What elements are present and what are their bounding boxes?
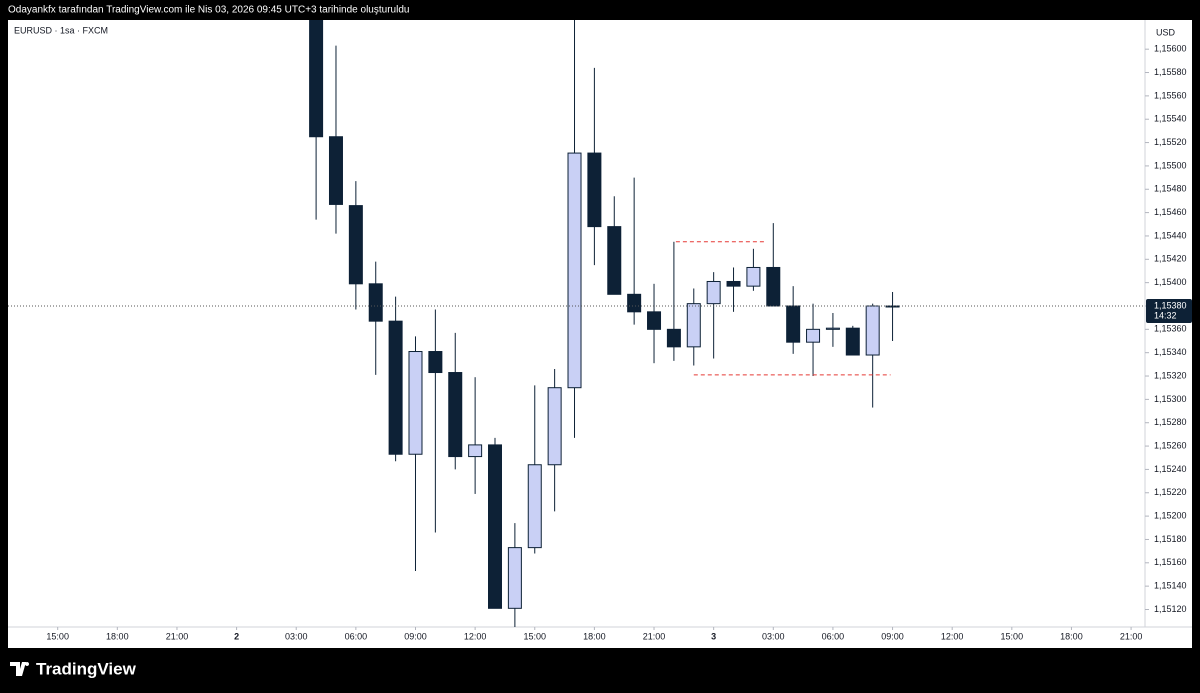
countdown: 14:32 bbox=[1154, 310, 1177, 320]
candle-body bbox=[766, 266, 781, 307]
last-price-box bbox=[1146, 298, 1192, 323]
x-tick-label: 21:00 bbox=[643, 631, 666, 641]
candle-body bbox=[527, 464, 542, 549]
y-tick-label: 1,15560 bbox=[1154, 90, 1187, 100]
candle-body bbox=[865, 305, 880, 356]
candle-body bbox=[726, 280, 741, 287]
x-tick-label: 06:00 bbox=[822, 631, 845, 641]
x-tick-label: 12:00 bbox=[464, 631, 487, 641]
last-price-label: 1,15380 bbox=[1154, 300, 1187, 310]
y-tick-label: 1,15340 bbox=[1154, 347, 1187, 357]
candle-body bbox=[845, 327, 860, 356]
y-tick-label: 1,15160 bbox=[1154, 557, 1187, 567]
x-tick-label: 15:00 bbox=[1001, 631, 1024, 641]
y-tick-label: 1,15320 bbox=[1154, 370, 1187, 380]
y-tick-label: 1,15520 bbox=[1154, 137, 1187, 147]
x-tick-label: 18:00 bbox=[583, 631, 606, 641]
currency: USD bbox=[1156, 27, 1176, 37]
candle-body bbox=[647, 311, 662, 330]
x-tick-label: 12:00 bbox=[941, 631, 964, 641]
y-tick-label: 1,15280 bbox=[1154, 417, 1187, 427]
candle-body bbox=[786, 305, 801, 343]
candle-body bbox=[666, 328, 681, 348]
candle-body bbox=[587, 152, 602, 228]
candle-body bbox=[686, 303, 701, 348]
y-tick-label: 1,15260 bbox=[1154, 440, 1187, 450]
candle-body bbox=[388, 320, 403, 455]
x-tick-label: 21:00 bbox=[1120, 631, 1143, 641]
logo-mark bbox=[10, 662, 30, 676]
y-tick-label: 1,15360 bbox=[1154, 324, 1187, 334]
candle-body bbox=[806, 328, 821, 343]
candle-body bbox=[328, 136, 343, 205]
y-tick-label: 1,15220 bbox=[1154, 487, 1187, 497]
y-tick-label: 1,15120 bbox=[1154, 604, 1187, 614]
x-tick-label: 3 bbox=[711, 631, 716, 641]
x-tick-label: 21:00 bbox=[166, 631, 189, 641]
candle-body bbox=[825, 327, 840, 330]
candle-body bbox=[627, 293, 642, 313]
candle-body bbox=[607, 226, 622, 295]
candle-body bbox=[428, 351, 443, 374]
y-tick-label: 1,15580 bbox=[1154, 67, 1187, 77]
y-tick-label: 1,15600 bbox=[1154, 44, 1187, 54]
candle-body bbox=[348, 205, 363, 285]
y-tick-label: 1,15200 bbox=[1154, 510, 1187, 520]
x-tick-label: 03:00 bbox=[285, 631, 308, 641]
x-tick-label: 18:00 bbox=[1060, 631, 1083, 641]
candle-body bbox=[488, 444, 503, 609]
y-tick-label: 1,15420 bbox=[1154, 254, 1187, 264]
x-tick-label: 15:00 bbox=[46, 631, 69, 641]
plot bbox=[309, 20, 900, 627]
y-tick-label: 1,15480 bbox=[1154, 184, 1187, 194]
candle-body bbox=[706, 280, 721, 305]
y-tick-label: 1,15240 bbox=[1154, 464, 1187, 474]
x-tick-label: 15:00 bbox=[523, 631, 546, 641]
y-tick-label: 1,15300 bbox=[1154, 394, 1187, 404]
candle-body bbox=[507, 547, 522, 609]
candle-body bbox=[468, 444, 483, 458]
y-tick-label: 1,15180 bbox=[1154, 534, 1187, 544]
symbol-title: EURUSD · 1sa · FXCM bbox=[14, 25, 108, 35]
y-tick-label: 1,15540 bbox=[1154, 114, 1187, 124]
candle-body bbox=[309, 20, 324, 138]
candle-body bbox=[448, 372, 463, 458]
candle-body bbox=[547, 387, 562, 466]
x-tick-label: 09:00 bbox=[881, 631, 904, 641]
x-tick-label: 06:00 bbox=[345, 631, 368, 641]
y-tick-label: 1,15140 bbox=[1154, 581, 1187, 591]
chart-panel bbox=[8, 20, 1192, 648]
x-tick-label: 03:00 bbox=[762, 631, 785, 641]
x-tick-label: 2 bbox=[234, 631, 239, 641]
x-tick-label: 09:00 bbox=[404, 631, 427, 641]
y-tick-label: 1,15400 bbox=[1154, 277, 1187, 287]
candle-body bbox=[368, 283, 383, 322]
candle-body bbox=[746, 266, 761, 287]
candle-body bbox=[567, 152, 582, 389]
candle-body bbox=[408, 351, 423, 455]
caption: Odayankfx tarafından TradingView.com ile… bbox=[8, 5, 409, 16]
y-tick-label: 1,15500 bbox=[1154, 160, 1187, 170]
y-tick-label: 1,15460 bbox=[1154, 207, 1187, 217]
x-tick-label: 18:00 bbox=[106, 631, 129, 641]
candle-body bbox=[885, 305, 900, 308]
logo: TradingView bbox=[10, 659, 137, 678]
brand: TradingView bbox=[36, 659, 137, 678]
y-tick-label: 1,15440 bbox=[1154, 230, 1187, 240]
